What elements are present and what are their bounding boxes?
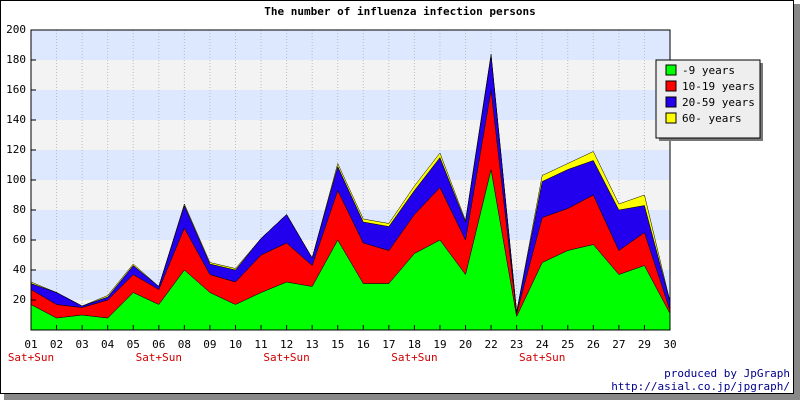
x-tick-label: 27: [612, 338, 625, 351]
legend-label: 20-59 years: [682, 96, 755, 109]
credit: produced by JpGraph: [664, 367, 790, 380]
y-tick-label: 120: [6, 143, 26, 156]
band: [31, 90, 670, 120]
x-tick-label: 25: [561, 338, 574, 351]
x-tick-label: 23: [510, 338, 523, 351]
x-tick-label: 04: [101, 338, 115, 351]
x-tick-label: 08: [178, 338, 191, 351]
x-tick-label: 01: [24, 338, 37, 351]
y-tick-label: 40: [13, 263, 26, 276]
y-tick-label: 160: [6, 83, 26, 96]
x-tick-label: 26: [587, 338, 600, 351]
y-tick-label: 100: [6, 173, 26, 186]
x-tick-label: 24: [536, 338, 550, 351]
x-tick-label: 09: [203, 338, 216, 351]
x-tick-label: 20: [459, 338, 472, 351]
area: [30, 53, 671, 313]
y-tick-label: 80: [13, 203, 26, 216]
x-tick-label: 12: [280, 338, 293, 351]
x-note: Sat+Sun: [391, 351, 437, 364]
x-tick-label: 05: [127, 338, 140, 351]
x-note: Sat+Sun: [136, 351, 182, 364]
credit: http://asial.co.jp/jpgraph/: [611, 380, 790, 393]
x-tick-label: 29: [638, 338, 651, 351]
x-note: Sat+Sun: [263, 351, 309, 364]
x-tick-label: 18: [408, 338, 421, 351]
x-note: Sat+Sun: [8, 351, 54, 364]
x-tick-label: 06: [152, 338, 165, 351]
y-tick-label: 140: [6, 113, 26, 126]
x-tick-label: 22: [484, 338, 497, 351]
legend-swatch: [665, 96, 677, 108]
chart-title: The number of influenza infection person…: [264, 5, 536, 18]
legend-label: 10-19 years: [682, 80, 755, 93]
band: [31, 30, 670, 60]
legend-swatch: [665, 112, 677, 124]
legend-swatch: [665, 64, 677, 76]
y-tick-label: 200: [6, 23, 26, 36]
y-tick-label: 180: [6, 53, 26, 66]
x-tick-label: 15: [331, 338, 344, 351]
x-note: Sat+Sun: [519, 351, 565, 364]
x-tick-label: 03: [75, 338, 88, 351]
x-tick-label: 10: [229, 338, 242, 351]
x-tick-label: 02: [50, 338, 63, 351]
x-tick-label: 13: [306, 338, 319, 351]
x-tick-label: 19: [433, 338, 446, 351]
x-tick-label: 11: [254, 338, 267, 351]
y-tick-label: 60: [13, 233, 26, 246]
band: [31, 120, 670, 150]
x-tick-label: 30: [663, 338, 676, 351]
x-tick-label: 17: [382, 338, 395, 351]
y-tick-label: 20: [13, 293, 26, 306]
legend-label: 60- years: [682, 112, 742, 125]
legend-label: -9 years: [682, 64, 735, 77]
band: [31, 60, 670, 90]
x-tick-label: 16: [357, 338, 370, 351]
legend-swatch: [665, 80, 677, 92]
